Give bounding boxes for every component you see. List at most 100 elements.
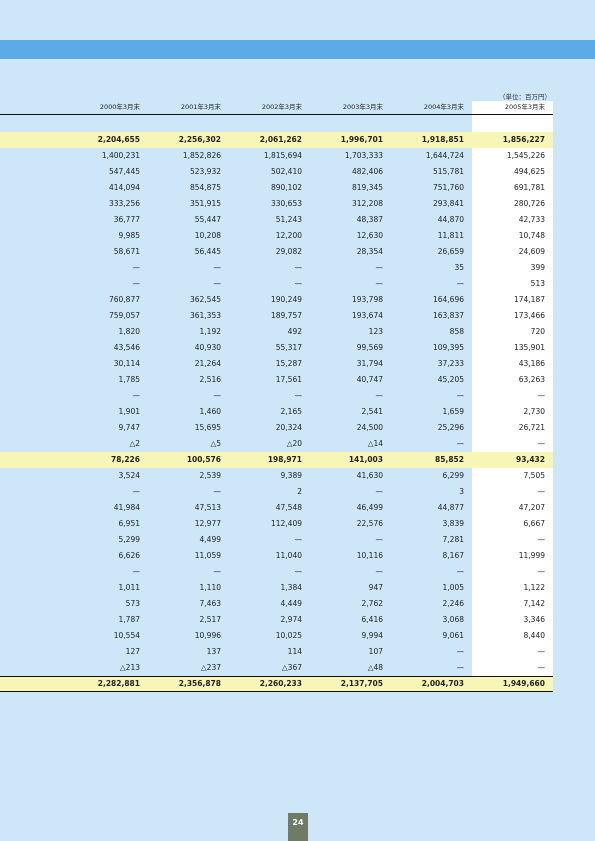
value-cell: △237 bbox=[200, 663, 221, 672]
value-cell: 2,282,881 bbox=[67, 676, 148, 692]
table-row: 547,445 523,932 502,410 482,406 515,781 494,6… bbox=[0, 164, 553, 180]
value-cell: 1,192 bbox=[199, 327, 221, 336]
value-cell: 29,082 bbox=[275, 247, 302, 256]
value-cell: 2,516 bbox=[199, 375, 221, 384]
value-cell: 7,142 bbox=[472, 596, 553, 612]
value-cell: 40,747 bbox=[356, 375, 383, 384]
value-cell: 11,040 bbox=[275, 551, 302, 560]
value-cell: △2 bbox=[129, 439, 140, 448]
value-cell: 174,187 bbox=[472, 292, 553, 308]
value-cell: 43,546 bbox=[113, 343, 140, 352]
total-row: 2,282,881 2,356,878 2,260,233 2,137,705 2,00… bbox=[0, 676, 553, 692]
value-cell: 46,499 bbox=[356, 503, 383, 512]
value-cell: 1,918,851 bbox=[391, 132, 472, 148]
value-cell: 1,110 bbox=[199, 583, 221, 592]
value-cell: 293,841 bbox=[432, 199, 464, 208]
value-cell: 2,762 bbox=[361, 599, 383, 608]
page-number: 24 bbox=[288, 813, 308, 841]
value-cell: 40,930 bbox=[194, 343, 221, 352]
value-cell: — bbox=[375, 279, 384, 288]
value-cell: 1,005 bbox=[442, 583, 464, 592]
value-cell: 3 bbox=[459, 487, 464, 496]
header-band bbox=[0, 40, 595, 59]
value-cell: 513 bbox=[472, 276, 553, 292]
table-row: 6,626 11,059 11,040 10,116 8,167 11,999 bbox=[0, 548, 553, 564]
value-cell: 759,057 bbox=[108, 311, 140, 320]
value-cell: 819,345 bbox=[351, 183, 383, 192]
value-cell: 362,545 bbox=[189, 295, 221, 304]
col-header: 2001年3月末 bbox=[148, 101, 229, 115]
table-row: 759,057 361,353 189,757 193,674 163,837 173,4… bbox=[0, 308, 553, 324]
header-row: 2000年3月末 2001年3月末 2002年3月末 2003年3月末 2004… bbox=[0, 101, 553, 115]
value-cell: 1,659 bbox=[442, 407, 464, 416]
value-cell: 22,576 bbox=[356, 519, 383, 528]
row-label-cell bbox=[0, 340, 67, 356]
value-cell: 494,625 bbox=[472, 164, 553, 180]
value-cell: — bbox=[472, 484, 553, 500]
table-row: 30,114 21,264 15,287 31,794 37,233 43,186 bbox=[0, 356, 553, 372]
value-cell: 1,815,694 bbox=[263, 151, 302, 160]
value-cell: 198,971 bbox=[229, 452, 310, 468]
table-row: — — — — — — bbox=[0, 564, 553, 580]
table-row: 1,901 1,460 2,165 2,541 1,659 2,730 bbox=[0, 404, 553, 420]
table-row: 760,877 362,545 190,249 193,798 164,696 174,1… bbox=[0, 292, 553, 308]
value-cell: — bbox=[456, 439, 465, 448]
value-cell: 515,781 bbox=[432, 167, 464, 176]
table-row: — — — — — — bbox=[0, 388, 553, 404]
value-cell: 7,281 bbox=[442, 535, 464, 544]
value-cell: 720 bbox=[472, 324, 553, 340]
row-label-cell bbox=[0, 500, 67, 516]
table-row: △213 △237 △367 △48 — — bbox=[0, 660, 553, 677]
col-header: 2005年3月末 bbox=[472, 101, 553, 115]
value-cell: 751,760 bbox=[432, 183, 464, 192]
value-cell: 31,794 bbox=[356, 359, 383, 368]
value-cell: 4,449 bbox=[280, 599, 302, 608]
value-cell: 1,460 bbox=[199, 407, 221, 416]
table-row: 1,820 1,192 492 123 858 720 bbox=[0, 324, 553, 340]
table-row: 333,256 351,915 330,653 312,208 293,841 280,7… bbox=[0, 196, 553, 212]
value-cell: 502,410 bbox=[270, 167, 302, 176]
value-cell: 11,059 bbox=[194, 551, 221, 560]
value-cell: 10,025 bbox=[275, 631, 302, 640]
value-cell: 1,644,724 bbox=[425, 151, 464, 160]
value-cell: 10,996 bbox=[194, 631, 221, 640]
value-cell: 24,500 bbox=[356, 423, 383, 432]
value-cell: — bbox=[472, 644, 553, 660]
value-cell: 1,011 bbox=[118, 583, 140, 592]
value-cell: 11,999 bbox=[472, 548, 553, 564]
table-row: △2 △5 △20 △14 — — bbox=[0, 436, 553, 452]
value-cell: 7,463 bbox=[199, 599, 221, 608]
value-cell: 1,703,333 bbox=[344, 151, 383, 160]
value-cell: 47,207 bbox=[472, 500, 553, 516]
value-cell: 2,517 bbox=[199, 615, 221, 624]
value-cell: 10,208 bbox=[194, 231, 221, 240]
value-cell: △5 bbox=[210, 439, 221, 448]
table-row: 1,400,231 1,852,826 1,815,694 1,703,333 1,64… bbox=[0, 148, 553, 164]
value-cell: — bbox=[213, 487, 222, 496]
value-cell: 107 bbox=[368, 647, 383, 656]
table-row: 10,554 10,996 10,025 9,994 9,061 8,440 bbox=[0, 628, 553, 644]
table-row: 43,546 40,930 55,317 99,569 109,395 135,901 bbox=[0, 340, 553, 356]
value-cell: 190,249 bbox=[270, 295, 302, 304]
row-label-cell bbox=[0, 308, 67, 324]
table-row: 414,094 854,875 890,102 819,345 751,760 691,7… bbox=[0, 180, 553, 196]
row-label-cell bbox=[0, 132, 67, 148]
value-cell: — bbox=[375, 487, 384, 496]
table-row: 1,785 2,516 17,561 40,747 45,205 63,263 bbox=[0, 372, 553, 388]
value-cell: 47,548 bbox=[275, 503, 302, 512]
value-cell: 9,747 bbox=[118, 423, 140, 432]
value-cell: 2,974 bbox=[280, 615, 302, 624]
row-label-cell bbox=[0, 452, 67, 468]
value-cell: 399 bbox=[472, 260, 553, 276]
value-cell: 6,951 bbox=[118, 519, 140, 528]
value-cell: 854,875 bbox=[189, 183, 221, 192]
value-cell: 1,787 bbox=[118, 615, 140, 624]
value-cell: 28,354 bbox=[356, 247, 383, 256]
value-cell: 36,777 bbox=[113, 215, 140, 224]
value-cell: 51,243 bbox=[275, 215, 302, 224]
value-cell: 492 bbox=[287, 327, 302, 336]
value-cell: 361,353 bbox=[189, 311, 221, 320]
row-label-cell bbox=[0, 628, 67, 644]
value-cell: 112,409 bbox=[270, 519, 302, 528]
value-cell: — bbox=[213, 279, 222, 288]
